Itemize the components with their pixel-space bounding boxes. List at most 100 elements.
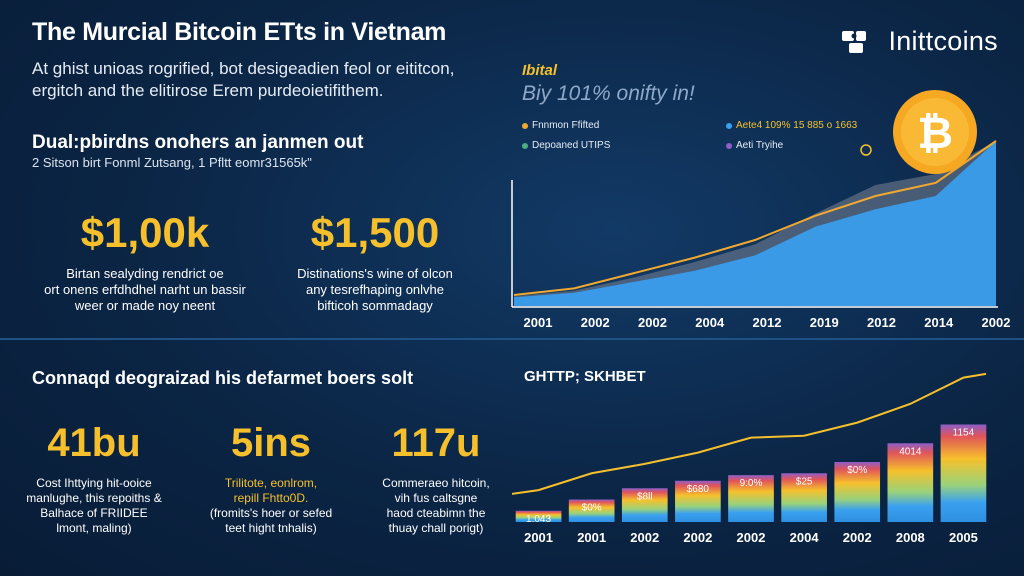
x-tick-label: 2019: [809, 315, 839, 330]
bar: [834, 462, 881, 522]
legend-item: Aeti Tryihe: [726, 140, 783, 151]
x-tick-label: 2012: [752, 315, 782, 330]
bar-data-label: $680: [687, 484, 710, 495]
x-tick-label: 2002: [683, 530, 713, 545]
x-tick-label: 2001: [577, 530, 607, 545]
x-tick-label: 2004: [695, 315, 725, 330]
bar: [621, 488, 668, 522]
coin-face: [901, 98, 969, 166]
legend-label: Fnnmon Ffifted: [532, 120, 600, 131]
chart1-title: Ibital: [522, 62, 558, 79]
section1-subheading: 2 Sitson birt Fonml Zutsang, 1 Pfltt eom…: [32, 155, 312, 170]
x-tick-label: 2001: [524, 530, 554, 545]
stat-value: 5ins: [230, 421, 312, 465]
x-tick-label: 2002: [638, 315, 667, 330]
stat-description: Trilitote, eonlrom, repill Fhtto0D. (fro…: [196, 476, 346, 536]
x-tick-label: 2005: [948, 530, 978, 545]
stat-desc-line: Cost Ihttying hit-ooice: [36, 476, 152, 490]
stat-value: $1,500: [310, 209, 440, 256]
stat-value: $1,00k: [80, 209, 210, 256]
stat-value: 117u: [391, 421, 481, 465]
bar-data-label: 9:0%: [740, 478, 763, 489]
bar-data-label: $8ll: [637, 491, 653, 502]
stat-card: 5ins Trilitote, eonlrom, repill Fhtto0D.…: [196, 420, 346, 536]
x-tick-label: 2002: [981, 315, 1011, 330]
chart2-title: GHTTP; SKHBET: [524, 368, 646, 385]
stat-desc-line: haod cteabimn the: [386, 506, 486, 520]
legend-item: Aete4 109% 15 885 o 1663: [726, 120, 857, 131]
stat-description: Birtan sealyding rendrict oe ort onens e…: [40, 266, 250, 314]
x-tick-label: 2001: [523, 315, 553, 330]
stat-description: Commeraeo hitcoin, vih fus caltsgne haod…: [366, 476, 506, 536]
stat-card: $1,00k Birtan sealyding rendrict oe ort …: [40, 210, 250, 314]
stat-desc-line: any tesrefhaping onlvhe: [305, 282, 445, 297]
stat-desc-line: thuay chall porigt): [388, 521, 484, 535]
bar: [940, 424, 987, 522]
stat-desc-line: Trilitote, eonlrom,: [224, 476, 318, 490]
stat-desc-line: repill Fhtto0D.: [233, 491, 309, 505]
legend-label: Aeti Tryihe: [736, 140, 784, 151]
bitcoin-coin-icon: ₿: [893, 90, 977, 174]
stat-desc-line: Birtan sealyding rendrict oe: [66, 266, 224, 281]
puzzle-logo-icon: [842, 30, 867, 53]
stat-desc-line: Commeraeo hitcoin,: [382, 476, 490, 490]
x-tick-label: 2002: [842, 530, 872, 545]
area-chart: ₿: [511, 90, 998, 308]
x-tick-label: 2008: [895, 530, 925, 545]
legend-swatch: [522, 122, 528, 129]
bar-data-label: 1154: [953, 428, 975, 439]
stat-card: 117u Commeraeo hitcoin, vih fus caltsgne…: [366, 420, 506, 536]
x-tick-label: 2004: [789, 530, 819, 545]
x-tick-label: 2002: [580, 315, 610, 330]
stat-description: Distinations's wine of olcon any tesrefh…: [270, 266, 480, 314]
legend-swatch: [726, 122, 732, 129]
subtitle-line-1: At ghist unioas rogrified, bot desigeadi…: [32, 59, 455, 78]
legend-item: Depoaned UTIPS: [522, 140, 610, 151]
x-tick-label: 2014: [924, 315, 954, 330]
brand-name: Inittcoins: [888, 26, 998, 56]
x-tick-label: 2002: [630, 530, 660, 545]
stat-desc-line: Distinations's wine of olcon: [297, 266, 453, 281]
trend-line: [511, 372, 987, 495]
bar: [675, 480, 721, 522]
stat-description: Cost Ihttying hit-ooice manlughe, this r…: [24, 476, 164, 536]
series-area: [514, 141, 996, 306]
coin-symbol: ₿: [917, 108, 953, 159]
bar: [887, 443, 934, 522]
x-tick-label: 2002: [736, 530, 766, 545]
section-divider: [0, 338, 1024, 340]
stat-desc-line: lmont, maling): [56, 521, 132, 535]
x-tick-label: 2012: [867, 315, 896, 330]
mini-coin-icon: [860, 144, 872, 156]
bar-data-label: 1:043: [526, 514, 551, 525]
bar: [568, 499, 615, 522]
stat-desc-line: Balhace of FRIIDEE: [40, 506, 148, 520]
bar-chart: 1:043 $0% $8ll $680 9:0% $25 $0% 4014 1154: [511, 372, 987, 525]
page-subtitle: At ghist unioas rogrified, bot desigeadi…: [32, 58, 502, 102]
series-line: [513, 140, 997, 296]
bar: [781, 473, 827, 522]
bar-data-label: 4014: [899, 446, 922, 457]
stat-card: 41bu Cost Ihttying hit-ooice manlughe, t…: [24, 420, 164, 536]
stat-desc-line: teet hight tnhalis): [225, 521, 317, 535]
section2-heading: Connaqd deograizad his defarmet boers so…: [32, 368, 414, 388]
stat-value: 41bu: [47, 421, 141, 465]
bar: [515, 510, 562, 522]
legend-label: Aete4 109% 15 885 o 1663: [736, 120, 858, 131]
stat-card: $1,500 Distinations's wine of olcon any …: [270, 210, 480, 314]
chart1-subtitle: Biy 101% onifty in!: [522, 82, 695, 105]
bar-data-label: $25: [796, 476, 813, 487]
legend-swatch: [726, 142, 732, 149]
page-title: The Murcial Bitcoin ETts in Vietnam: [32, 18, 447, 46]
legend-item: Fnnmon Ffifted: [522, 120, 599, 131]
section1-heading: Dual:pbirdns onohers an janmen out: [32, 132, 364, 153]
brand-logo: Inittcoins: [840, 26, 998, 57]
stat-desc-line: ort onens erfdhdhel narht un bassir: [44, 282, 246, 297]
subtitle-line-2: ergitch and the elitirose Erem purdeoiet…: [32, 81, 384, 100]
bar-data-label: $0%: [582, 503, 602, 514]
bar: [728, 475, 774, 522]
legend-label: Depoaned UTIPS: [532, 140, 611, 151]
stat-desc-line: bifticoh sommadagy: [317, 298, 433, 313]
stat-desc-line: vih fus caltsgne: [394, 491, 478, 505]
bar-data-label: $0%: [847, 465, 867, 476]
